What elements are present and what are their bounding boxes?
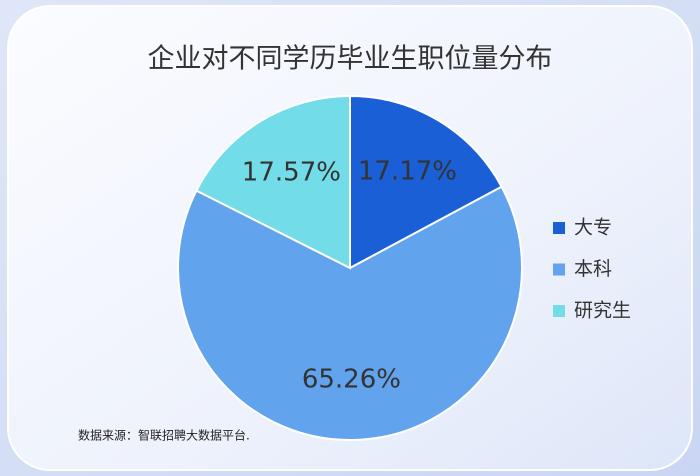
legend-swatch bbox=[553, 263, 565, 276]
data-label: 17.17% bbox=[358, 157, 457, 187]
legend-label: 研究生 bbox=[574, 300, 631, 322]
chart-title: 企业对不同学历毕业生职位量分布 bbox=[148, 44, 553, 75]
pie: 17.17% 65.26% 17.57% bbox=[177, 94, 523, 441]
data-label: 17.57% bbox=[242, 157, 341, 187]
legend-label: 本科 bbox=[574, 258, 612, 280]
pie-slice bbox=[195, 94, 351, 270]
data-label: 65.26% bbox=[302, 364, 401, 394]
legend-swatch bbox=[553, 222, 565, 234]
source-note: 数据来源：智联招聘大数据平台. bbox=[78, 428, 250, 443]
legend-label: 大专 bbox=[574, 217, 612, 239]
pie-slice bbox=[177, 185, 523, 441]
pie-slice bbox=[349, 94, 503, 270]
legend-swatch bbox=[553, 305, 565, 317]
